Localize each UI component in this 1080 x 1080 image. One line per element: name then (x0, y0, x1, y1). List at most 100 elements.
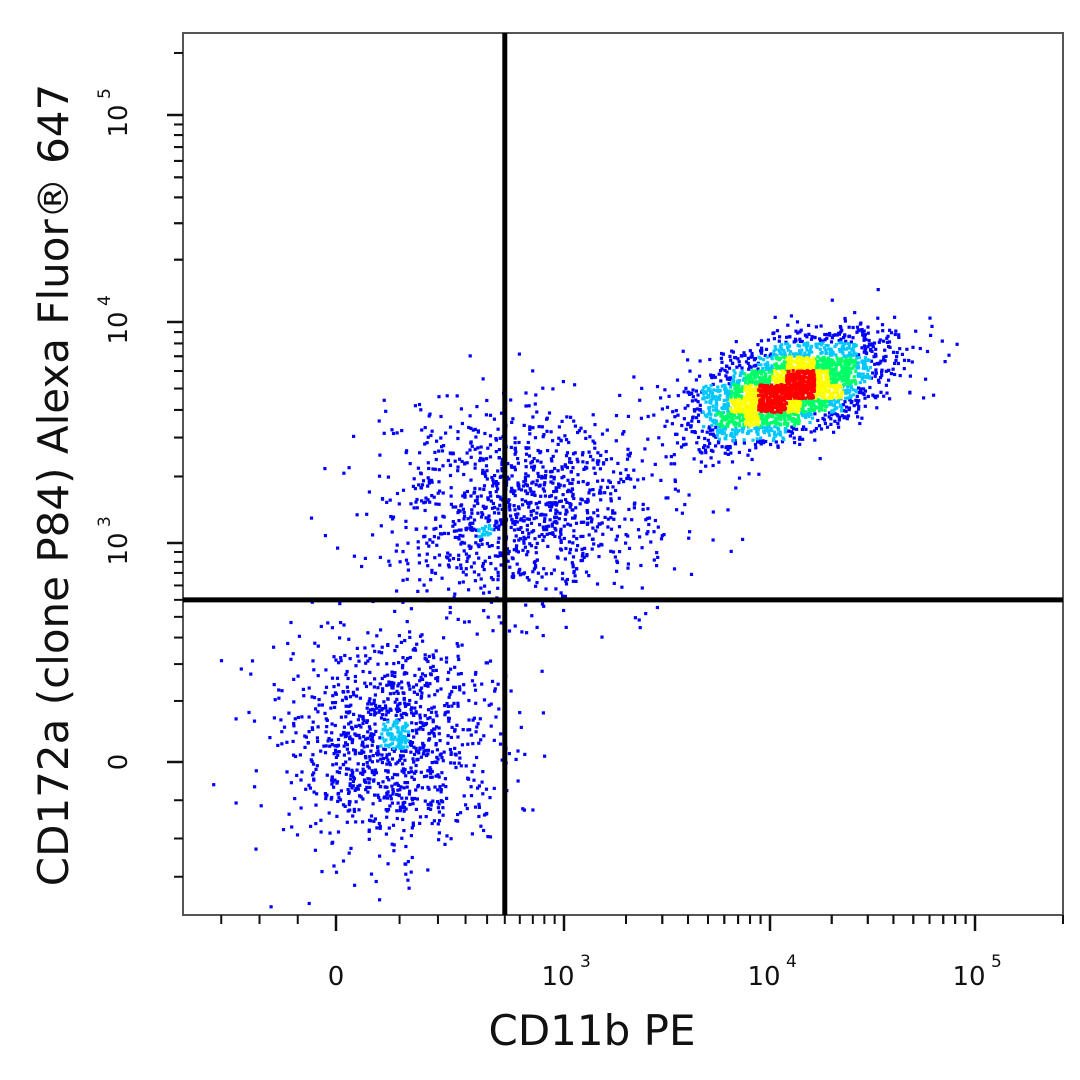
event-dot (726, 452, 730, 456)
event-dot (380, 497, 385, 501)
event-dot (756, 432, 760, 436)
event-dot (811, 364, 815, 368)
event-dot (382, 739, 386, 743)
event-dot (500, 758, 504, 762)
event-dot (387, 559, 391, 563)
event-dot (380, 651, 384, 655)
event-dot (874, 371, 878, 375)
event-dot (344, 741, 348, 745)
event-dot (624, 468, 628, 472)
event-dot (400, 806, 405, 810)
event-dot (319, 624, 323, 629)
event-dot (761, 367, 765, 371)
event-dot (463, 491, 467, 495)
event-dot (512, 548, 516, 552)
event-dot (430, 570, 434, 574)
event-dot (889, 331, 894, 335)
event-dot (428, 538, 432, 542)
event-dot (800, 348, 804, 352)
event-dot (337, 661, 341, 665)
event-dot (633, 501, 637, 505)
event-dot (567, 440, 571, 445)
event-dot (352, 434, 356, 438)
event-dot (535, 558, 539, 562)
event-dot (794, 418, 799, 422)
event-dot (698, 450, 702, 454)
event-dot (571, 579, 575, 583)
event-dot (477, 805, 481, 809)
event-dot (431, 653, 435, 657)
event-dot (570, 481, 574, 486)
event-dot (640, 546, 644, 550)
event-dot (396, 773, 400, 777)
event-dot (730, 428, 735, 432)
event-dot (525, 576, 529, 580)
event-dot (350, 786, 354, 790)
event-dot (444, 431, 448, 435)
event-dot (360, 564, 364, 569)
event-dot (453, 535, 457, 539)
event-dot (423, 723, 428, 727)
event-dot (720, 351, 724, 356)
event-dot (408, 655, 412, 660)
event-dot (701, 389, 705, 394)
event-dot (487, 703, 491, 707)
event-dot (404, 659, 408, 663)
event-dot (453, 728, 457, 732)
event-dot (565, 500, 569, 504)
event-dot (434, 710, 438, 714)
event-dot (751, 388, 755, 392)
event-dot (799, 366, 804, 370)
event-dot (824, 348, 828, 352)
event-dot (805, 356, 809, 360)
event-dot (547, 501, 552, 505)
event-dot (690, 430, 694, 434)
event-dot (753, 419, 757, 423)
event-dot (430, 729, 434, 733)
event-dot (402, 771, 406, 775)
event-dot (496, 574, 500, 578)
event-dot (443, 777, 447, 781)
event-dot (599, 498, 603, 502)
event-dot (329, 706, 333, 710)
event-dot (365, 720, 369, 724)
event-dot (596, 462, 600, 466)
event-dot (885, 340, 890, 344)
event-dot (397, 718, 401, 722)
event-dot (711, 463, 715, 468)
event-dot (347, 751, 351, 755)
event-dot (450, 704, 454, 708)
event-dot (943, 360, 947, 364)
event-dot (345, 767, 349, 771)
event-dot (357, 751, 362, 755)
event-dot (378, 736, 382, 740)
event-dot (408, 462, 412, 466)
event-dot (432, 656, 436, 660)
event-dot (311, 773, 315, 777)
event-dot (908, 390, 912, 394)
event-dot (435, 725, 439, 729)
event-dot (864, 365, 868, 369)
event-dot (429, 767, 433, 772)
event-dot (407, 733, 411, 737)
event-dot (687, 391, 691, 395)
event-dot (746, 356, 750, 360)
event-dot (801, 384, 805, 388)
event-dot (556, 556, 560, 560)
event-dot (358, 794, 362, 798)
event-dot (795, 420, 799, 424)
event-dot (234, 801, 238, 805)
event-dot (866, 331, 870, 335)
event-dot (471, 742, 475, 746)
event-dot (507, 549, 511, 554)
event-dot (352, 693, 356, 697)
event-dot (819, 427, 824, 431)
event-dot (368, 708, 373, 712)
event-dot (435, 439, 439, 443)
event-dot (415, 497, 419, 502)
event-dot (783, 415, 787, 419)
event-dot (541, 538, 545, 542)
event-dot (416, 750, 420, 754)
event-dot (643, 447, 647, 451)
event-dot (841, 403, 846, 407)
